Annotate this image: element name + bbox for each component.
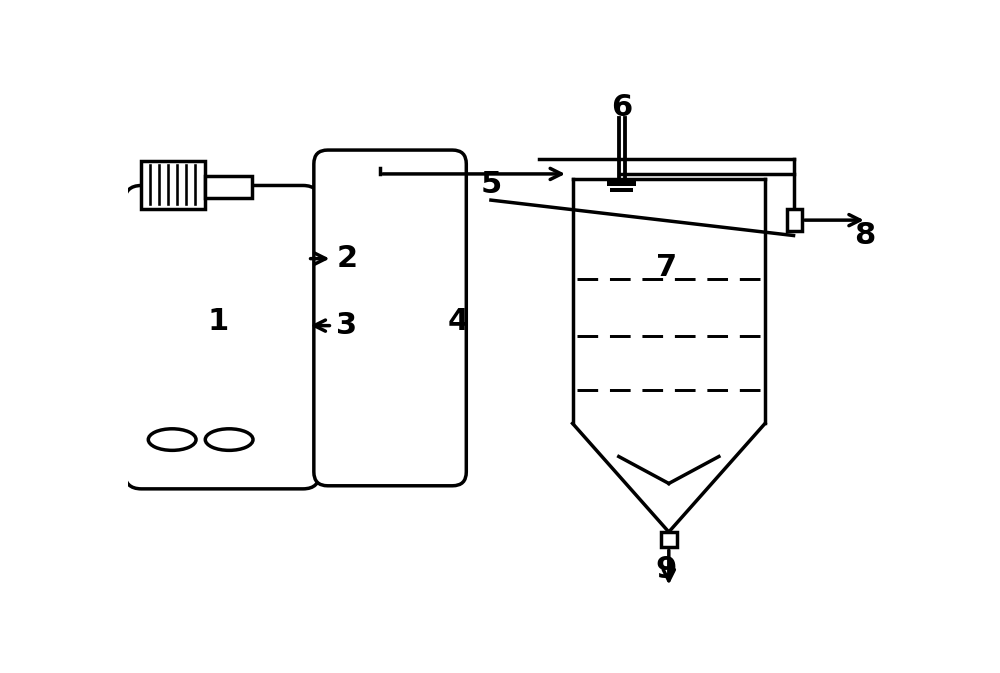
Text: 8: 8 bbox=[855, 221, 876, 250]
Text: 5: 5 bbox=[480, 170, 502, 199]
Bar bbox=[141, 161, 205, 209]
Bar bbox=[205, 176, 252, 198]
Text: 2: 2 bbox=[336, 244, 358, 273]
Ellipse shape bbox=[148, 429, 196, 450]
Bar bbox=[661, 532, 677, 547]
FancyBboxPatch shape bbox=[124, 186, 320, 489]
Bar bbox=[787, 209, 802, 231]
Text: 6: 6 bbox=[611, 93, 632, 122]
Text: 9: 9 bbox=[656, 555, 677, 584]
Text: 1: 1 bbox=[208, 308, 229, 336]
Text: 7: 7 bbox=[656, 253, 677, 283]
Ellipse shape bbox=[205, 429, 253, 450]
FancyBboxPatch shape bbox=[314, 150, 466, 486]
Bar bbox=[610, 188, 633, 192]
Text: 4: 4 bbox=[448, 308, 469, 336]
Bar bbox=[607, 178, 636, 186]
Text: 3: 3 bbox=[336, 311, 358, 340]
